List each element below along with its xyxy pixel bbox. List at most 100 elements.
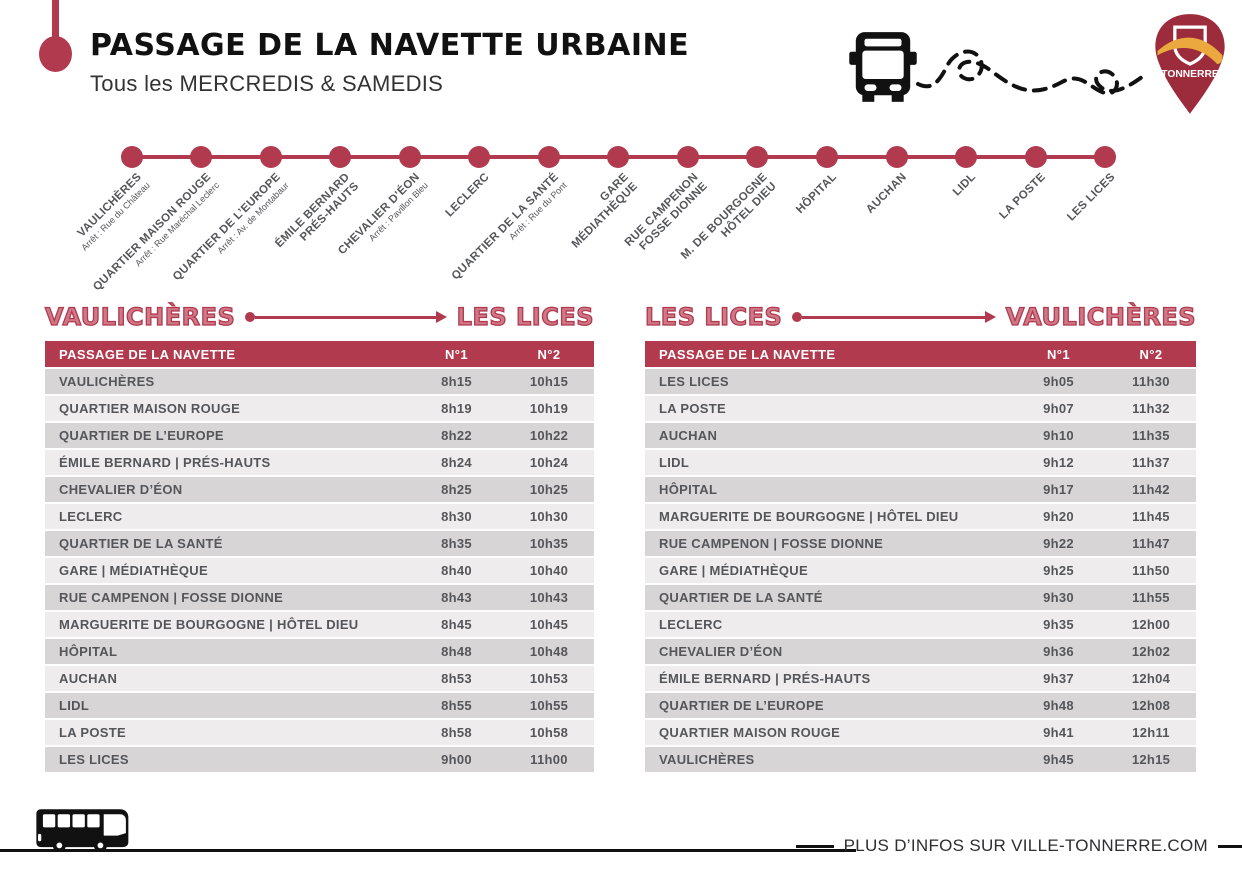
header: PASSAGE DE LA NAVETTE URBAINE Tous les M… xyxy=(90,28,689,97)
row-stop-name: GARE | MÉDIATHÈQUE xyxy=(659,563,808,578)
row-time-n1: 9h05 xyxy=(1043,374,1074,389)
row-time-n2: 10h58 xyxy=(529,725,569,740)
column-stop: PASSAGE DE LA NAVETTE xyxy=(59,346,236,362)
row-time-n2: 12h04 xyxy=(1131,671,1171,686)
footer-info: PLUS D’INFOS SUR VILLE-TONNERRE.COM xyxy=(795,836,1242,856)
table-row: QUARTIER DE L’EUROPE 9h48 12h08 xyxy=(645,693,1196,718)
table-row: QUARTIER DE L’EUROPE 8h22 10h22 xyxy=(45,423,594,448)
direction-arrow xyxy=(792,311,996,323)
table-row: CHEVALIER D’ÉON 8h25 10h25 xyxy=(45,477,594,502)
row-time-n2: 10h35 xyxy=(529,536,569,551)
arrow-line xyxy=(802,315,985,319)
stop-label: HÔPITAL xyxy=(794,171,840,217)
row-time-n2: 10h24 xyxy=(529,455,569,470)
row-time-n1: 8h30 xyxy=(441,509,472,524)
row-time-n2: 11h30 xyxy=(1132,374,1170,389)
stop-dot xyxy=(885,146,908,168)
direction-arrow xyxy=(245,311,447,323)
row-stop-name: LIDL xyxy=(59,698,90,713)
arrow-dot xyxy=(792,312,803,322)
row-time-n1: 9h36 xyxy=(1043,644,1074,659)
table-row: HÔPITAL 8h48 10h48 xyxy=(45,639,594,664)
row-time-n2: 11h42 xyxy=(1132,482,1170,497)
page-subtitle: Tous les MERCREDIS & SAMEDIS xyxy=(90,71,444,96)
footer-dash-right xyxy=(1218,844,1242,848)
direction-from: VAULICHÈRES xyxy=(44,302,236,331)
table-row: GARE | MÉDIATHÈQUE 8h40 10h40 xyxy=(45,558,594,583)
row-time-n1: 9h37 xyxy=(1043,671,1074,686)
row-time-n1: 8h58 xyxy=(441,725,472,740)
row-time-n1: 9h45 xyxy=(1043,752,1074,767)
row-time-n2: 10h55 xyxy=(529,698,569,713)
table-row: LIDL 8h55 10h55 xyxy=(45,693,594,718)
table-header: PASSAGE DE LA NAVETTE N°1 N°2 xyxy=(45,341,594,367)
row-stop-name: LA POSTE xyxy=(659,401,726,416)
row-stop-name: ÉMILE BERNARD | PRÉS-HAUTS xyxy=(59,455,271,470)
stop-label: LA POSTE xyxy=(998,171,1049,222)
row-stop-name: VAULICHÈRES xyxy=(659,752,755,767)
row-time-n1: 8h40 xyxy=(441,563,472,578)
table-row: MARGUERITE DE BOURGOGNE | HÔTEL DIEU 9h2… xyxy=(645,504,1196,529)
table-row: HÔPITAL 9h17 11h42 xyxy=(645,477,1196,502)
row-time-n2: 11h32 xyxy=(1132,401,1170,416)
row-time-n1: 9h35 xyxy=(1043,617,1074,632)
row-stop-name: VAULICHÈRES xyxy=(59,374,155,389)
footer-info-text: PLUS D’INFOS SUR VILLE-TONNERRE.COM xyxy=(843,836,1208,855)
stop-dot xyxy=(190,146,213,168)
row-time-n1: 8h22 xyxy=(441,428,472,443)
row-time-n2: 11h45 xyxy=(1132,509,1170,524)
row-time-n1: 9h17 xyxy=(1043,482,1074,497)
arrow-head-icon xyxy=(984,311,996,323)
stop-dot xyxy=(1094,146,1117,168)
row-time-n2: 10h53 xyxy=(529,671,569,686)
table-row: AUCHAN 8h53 10h53 xyxy=(45,666,594,691)
row-time-n2: 10h48 xyxy=(529,644,569,659)
arrow-head-icon xyxy=(435,311,447,323)
row-time-n2: 11h47 xyxy=(1132,536,1170,551)
row-time-n2: 12h15 xyxy=(1131,752,1171,767)
timetable-direction-title: LES LICES VAULICHÈRES xyxy=(644,300,1196,334)
table-row: RUE CAMPENON | FOSSE DIONNE 8h43 10h43 xyxy=(45,585,594,610)
row-stop-name: AUCHAN xyxy=(659,428,718,443)
row-stop-name: LECLERC xyxy=(59,509,123,524)
row-time-n1: 8h19 xyxy=(441,401,472,416)
table-rows: LES LICES 9h05 11h30 LA POSTE 9h07 11h32… xyxy=(645,369,1196,772)
row-time-n2: 11h50 xyxy=(1132,563,1170,578)
stop-name: VAULICHÈRES xyxy=(75,171,144,240)
row-stop-name: HÔPITAL xyxy=(659,482,718,497)
table-row: LES LICES 9h00 11h00 xyxy=(45,747,594,772)
arrow-dot xyxy=(245,312,256,322)
arrow-line xyxy=(255,315,436,319)
stop-dot xyxy=(816,146,838,168)
row-time-n2: 12h00 xyxy=(1131,617,1171,632)
stop-label: LIDL xyxy=(951,171,979,199)
stop-dot xyxy=(1024,146,1047,168)
row-time-n2: 11h35 xyxy=(1132,428,1170,443)
column-n1: N°1 xyxy=(1046,346,1071,362)
stop-dot xyxy=(607,146,630,168)
table-row: LA POSTE 9h07 11h32 xyxy=(645,396,1196,421)
row-stop-name: CHEVALIER D’ÉON xyxy=(659,644,783,659)
timetable-direction-title: VAULICHÈRES LES LICES xyxy=(44,300,594,334)
table-row: LECLERC 9h35 12h00 xyxy=(645,612,1196,637)
row-stop-name: CHEVALIER D’ÉON xyxy=(59,482,183,497)
stop-label: LECLERC xyxy=(443,171,492,220)
column-n1: N°1 xyxy=(444,346,469,362)
stop-dot xyxy=(537,146,560,168)
row-time-n1: 8h25 xyxy=(441,482,472,497)
table-row: QUARTIER DE LA SANTÉ 9h30 11h55 xyxy=(645,585,1196,610)
table-row: ÉMILE BERNARD | PRÉS-HAUTS 8h24 10h24 xyxy=(45,450,594,475)
row-stop-name: LES LICES xyxy=(59,752,129,767)
row-stop-name: LIDL xyxy=(659,455,690,470)
table-row: QUARTIER DE LA SANTÉ 8h35 10h35 xyxy=(45,531,594,556)
stop-name: LES LICES xyxy=(1065,171,1118,224)
table-row: CHEVALIER D’ÉON 9h36 12h02 xyxy=(645,639,1196,664)
footer-rule xyxy=(0,849,856,852)
stop-dot xyxy=(259,146,282,168)
row-stop-name: MARGUERITE DE BOURGOGNE | HÔTEL DIEU xyxy=(59,617,359,632)
stop-label: QUARTIER MAISON ROUGE Arrêt : Rue Maréch… xyxy=(91,171,222,302)
row-stop-name: AUCHAN xyxy=(59,671,118,686)
row-time-n1: 8h15 xyxy=(441,374,472,389)
row-stop-name: QUARTIER DE LA SANTÉ xyxy=(59,536,223,551)
